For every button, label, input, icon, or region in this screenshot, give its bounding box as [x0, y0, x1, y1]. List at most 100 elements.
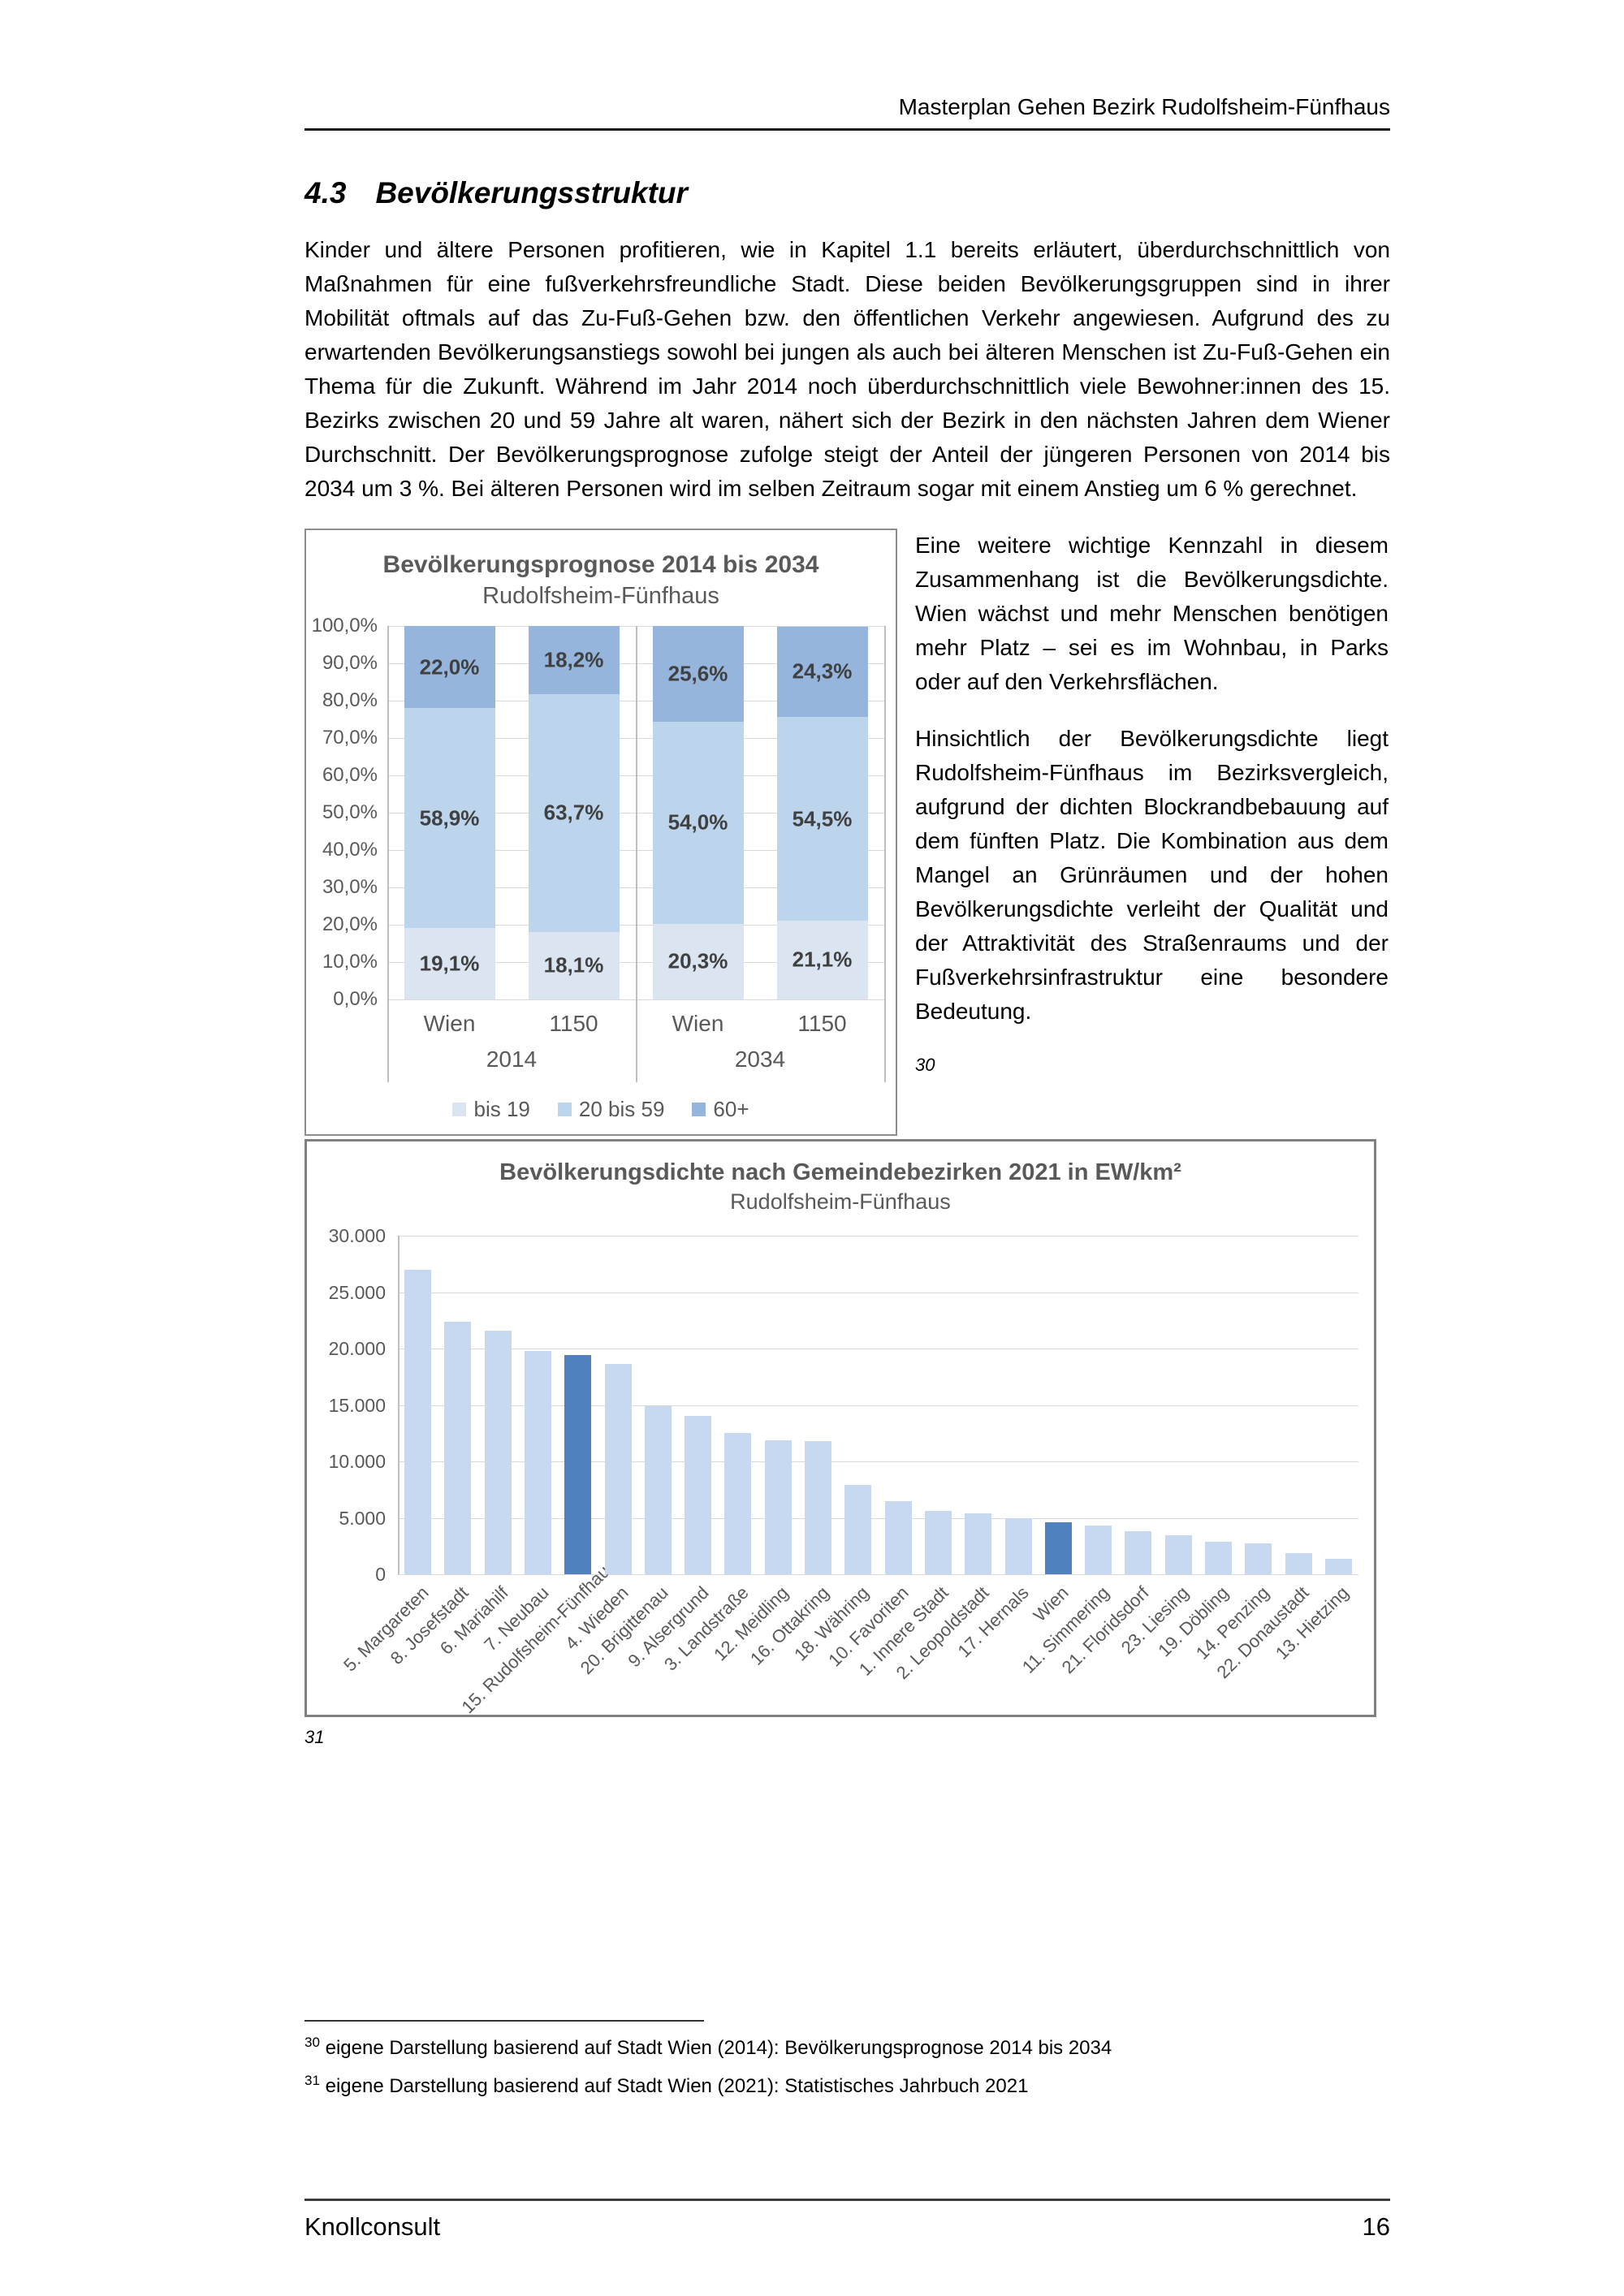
stacked-bar: 20,3% 54,0% 25,6%: [652, 626, 744, 999]
bar-segment: 19,1%: [404, 928, 495, 999]
district-bar: [1125, 1531, 1152, 1574]
district-bar: [604, 1364, 632, 1574]
district-bar: [844, 1484, 872, 1574]
y-axis-tick-label: 80,0%: [322, 689, 378, 711]
bar-segment: 54,0%: [652, 722, 744, 924]
x-axis-group-label: 2014: [486, 1047, 538, 1072]
axis-separator-line: [387, 626, 389, 1082]
data-label: 54,0%: [667, 809, 728, 835]
footnote-30-marker: 30: [304, 2035, 320, 2050]
chart2-plot-area: 30.000 25.000 20.000 15.000 10.000 5.000 0 5. M…: [329, 1225, 1358, 1717]
y-axis-tick-label: 20,0%: [322, 913, 378, 935]
district-bar: [484, 1331, 512, 1574]
y-axis-tick-label: 30.000: [328, 1225, 386, 1246]
y-axis-tick-label: 40,0%: [322, 839, 378, 861]
y-axis-tick-label: 100,0%: [311, 615, 378, 637]
district-bar: [1245, 1543, 1272, 1574]
header-rule: [304, 128, 1390, 131]
y-axis-tick-label: 0: [375, 1564, 386, 1585]
district-bar: [1004, 1518, 1032, 1574]
stacked-bar: 19,1% 58,9% 22,0%: [404, 626, 495, 999]
data-label: 54,5%: [792, 806, 853, 831]
data-label: 58,9%: [419, 805, 480, 831]
district-bar: [525, 1351, 552, 1574]
y-axis-tick-label: 25.000: [328, 1281, 386, 1303]
bar-segment: 18,1%: [528, 931, 620, 999]
y-axis-tick-label: 50,0%: [322, 801, 378, 823]
population-forecast-chart: Bevölkerungsprognose 2014 bis 2034 Rudol…: [304, 529, 897, 1136]
data-label: 20,3%: [667, 948, 728, 973]
intro-paragraph: Kinder und ältere Personen profitieren, …: [304, 237, 1390, 501]
footnote-31-text: eigene Darstellung basierend auf Stadt W…: [319, 2075, 1029, 2097]
footnote-marker-30: 30: [915, 1055, 935, 1075]
bar-segment: 22,0%: [404, 626, 495, 709]
running-header: Masterplan Gehen Bezirk Rudolfsheim-Fünf…: [898, 94, 1390, 119]
district-bar: [685, 1416, 712, 1574]
page-footer: Knollconsult 16: [304, 2199, 1390, 2242]
district-bar: [644, 1405, 672, 1574]
chart1-legend: bis 19 20 bis 59 60+: [306, 1097, 896, 1122]
gridline: [398, 1517, 1358, 1519]
gridline: [398, 1405, 1358, 1406]
x-axis-group-label: 2034: [734, 1047, 786, 1072]
district-bar: [924, 1511, 952, 1574]
legend-swatch: [557, 1103, 572, 1116]
y-axis-tick-label: 10,0%: [322, 951, 378, 973]
district-bar: [404, 1269, 432, 1574]
y-axis-tick-label: 30,0%: [322, 876, 378, 898]
y-axis-line: [398, 1236, 400, 1574]
bar-segment: 21,1%: [776, 920, 868, 999]
footnote-30: 30 eigene Darstellung basierend auf Stad…: [304, 2035, 1390, 2060]
bar-segment: 24,3%: [776, 626, 868, 718]
footer-company: Knollconsult: [304, 2212, 441, 2241]
district-bar: [564, 1354, 592, 1574]
page-number: 16: [1362, 2212, 1390, 2241]
data-label: 19,1%: [419, 951, 480, 976]
district-bar: [805, 1440, 832, 1574]
x-axis-category-label: 1150: [549, 1011, 598, 1036]
section-title: Bevölkerungsstruktur: [375, 176, 688, 209]
section-heading: 4.3 Bevölkerungsstruktur: [304, 176, 1390, 210]
x-axis-category-label: Wien: [423, 1011, 476, 1036]
data-label: 25,6%: [667, 661, 728, 686]
y-axis-tick-label: 0,0%: [333, 988, 378, 1010]
chart1-plot-area: 100,0% 90,0% 80,0% 70,0% 60,0% 50,0% 40,0% 30,0…: [312, 615, 886, 1082]
district-bar: [724, 1433, 752, 1574]
y-axis-tick-label: 15.000: [328, 1394, 386, 1416]
y-axis-tick-label: 70,0%: [322, 727, 378, 749]
footnote-31: 31 eigene Darstellung basierend auf Stad…: [304, 2073, 1390, 2098]
data-label: 18,1%: [543, 952, 604, 978]
right-text-column: Eine weitere wichtige Kennzahl in diesem…: [915, 529, 1389, 1082]
district-bar: [1044, 1522, 1072, 1574]
y-axis-tick-label: 10.000: [328, 1451, 386, 1472]
district-bar: [1164, 1535, 1192, 1574]
footnote-marker-31: 31: [304, 1727, 325, 1747]
chart1-title: Bevölkerungsprognose 2014 bis 2034: [382, 551, 819, 578]
district-bar: [884, 1501, 912, 1574]
bar-segment: 58,9%: [404, 708, 495, 929]
bar-segment: 20,3%: [652, 923, 744, 999]
district-bar: [444, 1321, 472, 1574]
section-number: 4.3: [304, 176, 347, 209]
legend-item: bis 19: [452, 1097, 530, 1122]
two-column-band: Bevölkerungsprognose 2014 bis 2034 Rudol…: [304, 529, 1390, 1136]
district-bar: [1085, 1526, 1112, 1574]
right-paragraph-1: Eine weitere wichtige Kennzahl in diesem…: [915, 533, 1389, 694]
data-label: 22,0%: [419, 654, 480, 680]
legend-swatch: [452, 1103, 467, 1116]
x-axis-category-label: 1150: [797, 1011, 847, 1036]
bar-segment: 18,2%: [528, 626, 620, 694]
y-axis-tick-label: 20.000: [328, 1338, 386, 1359]
data-label: 21,1%: [792, 947, 853, 972]
y-axis-tick-label: 5.000: [339, 1507, 386, 1529]
footnote-area: 30 eigene Darstellung basierend auf Stad…: [304, 2020, 1390, 2098]
bar-segment: 25,6%: [652, 626, 744, 723]
footnote-30-text: eigene Darstellung basierend auf Stadt W…: [319, 2037, 1112, 2059]
chart2-subtitle: Rudolfsheim-Fünfhaus: [730, 1189, 951, 1214]
y-axis-tick-label: 60,0%: [322, 764, 378, 786]
gridline: [398, 1461, 1358, 1462]
stacked-bar: 18,1% 63,7% 18,2%: [528, 626, 620, 999]
right-paragraph-2: Hinsichtlich der Bevölkerungsdichte lieg…: [915, 726, 1389, 1024]
district-bar: [764, 1439, 792, 1574]
